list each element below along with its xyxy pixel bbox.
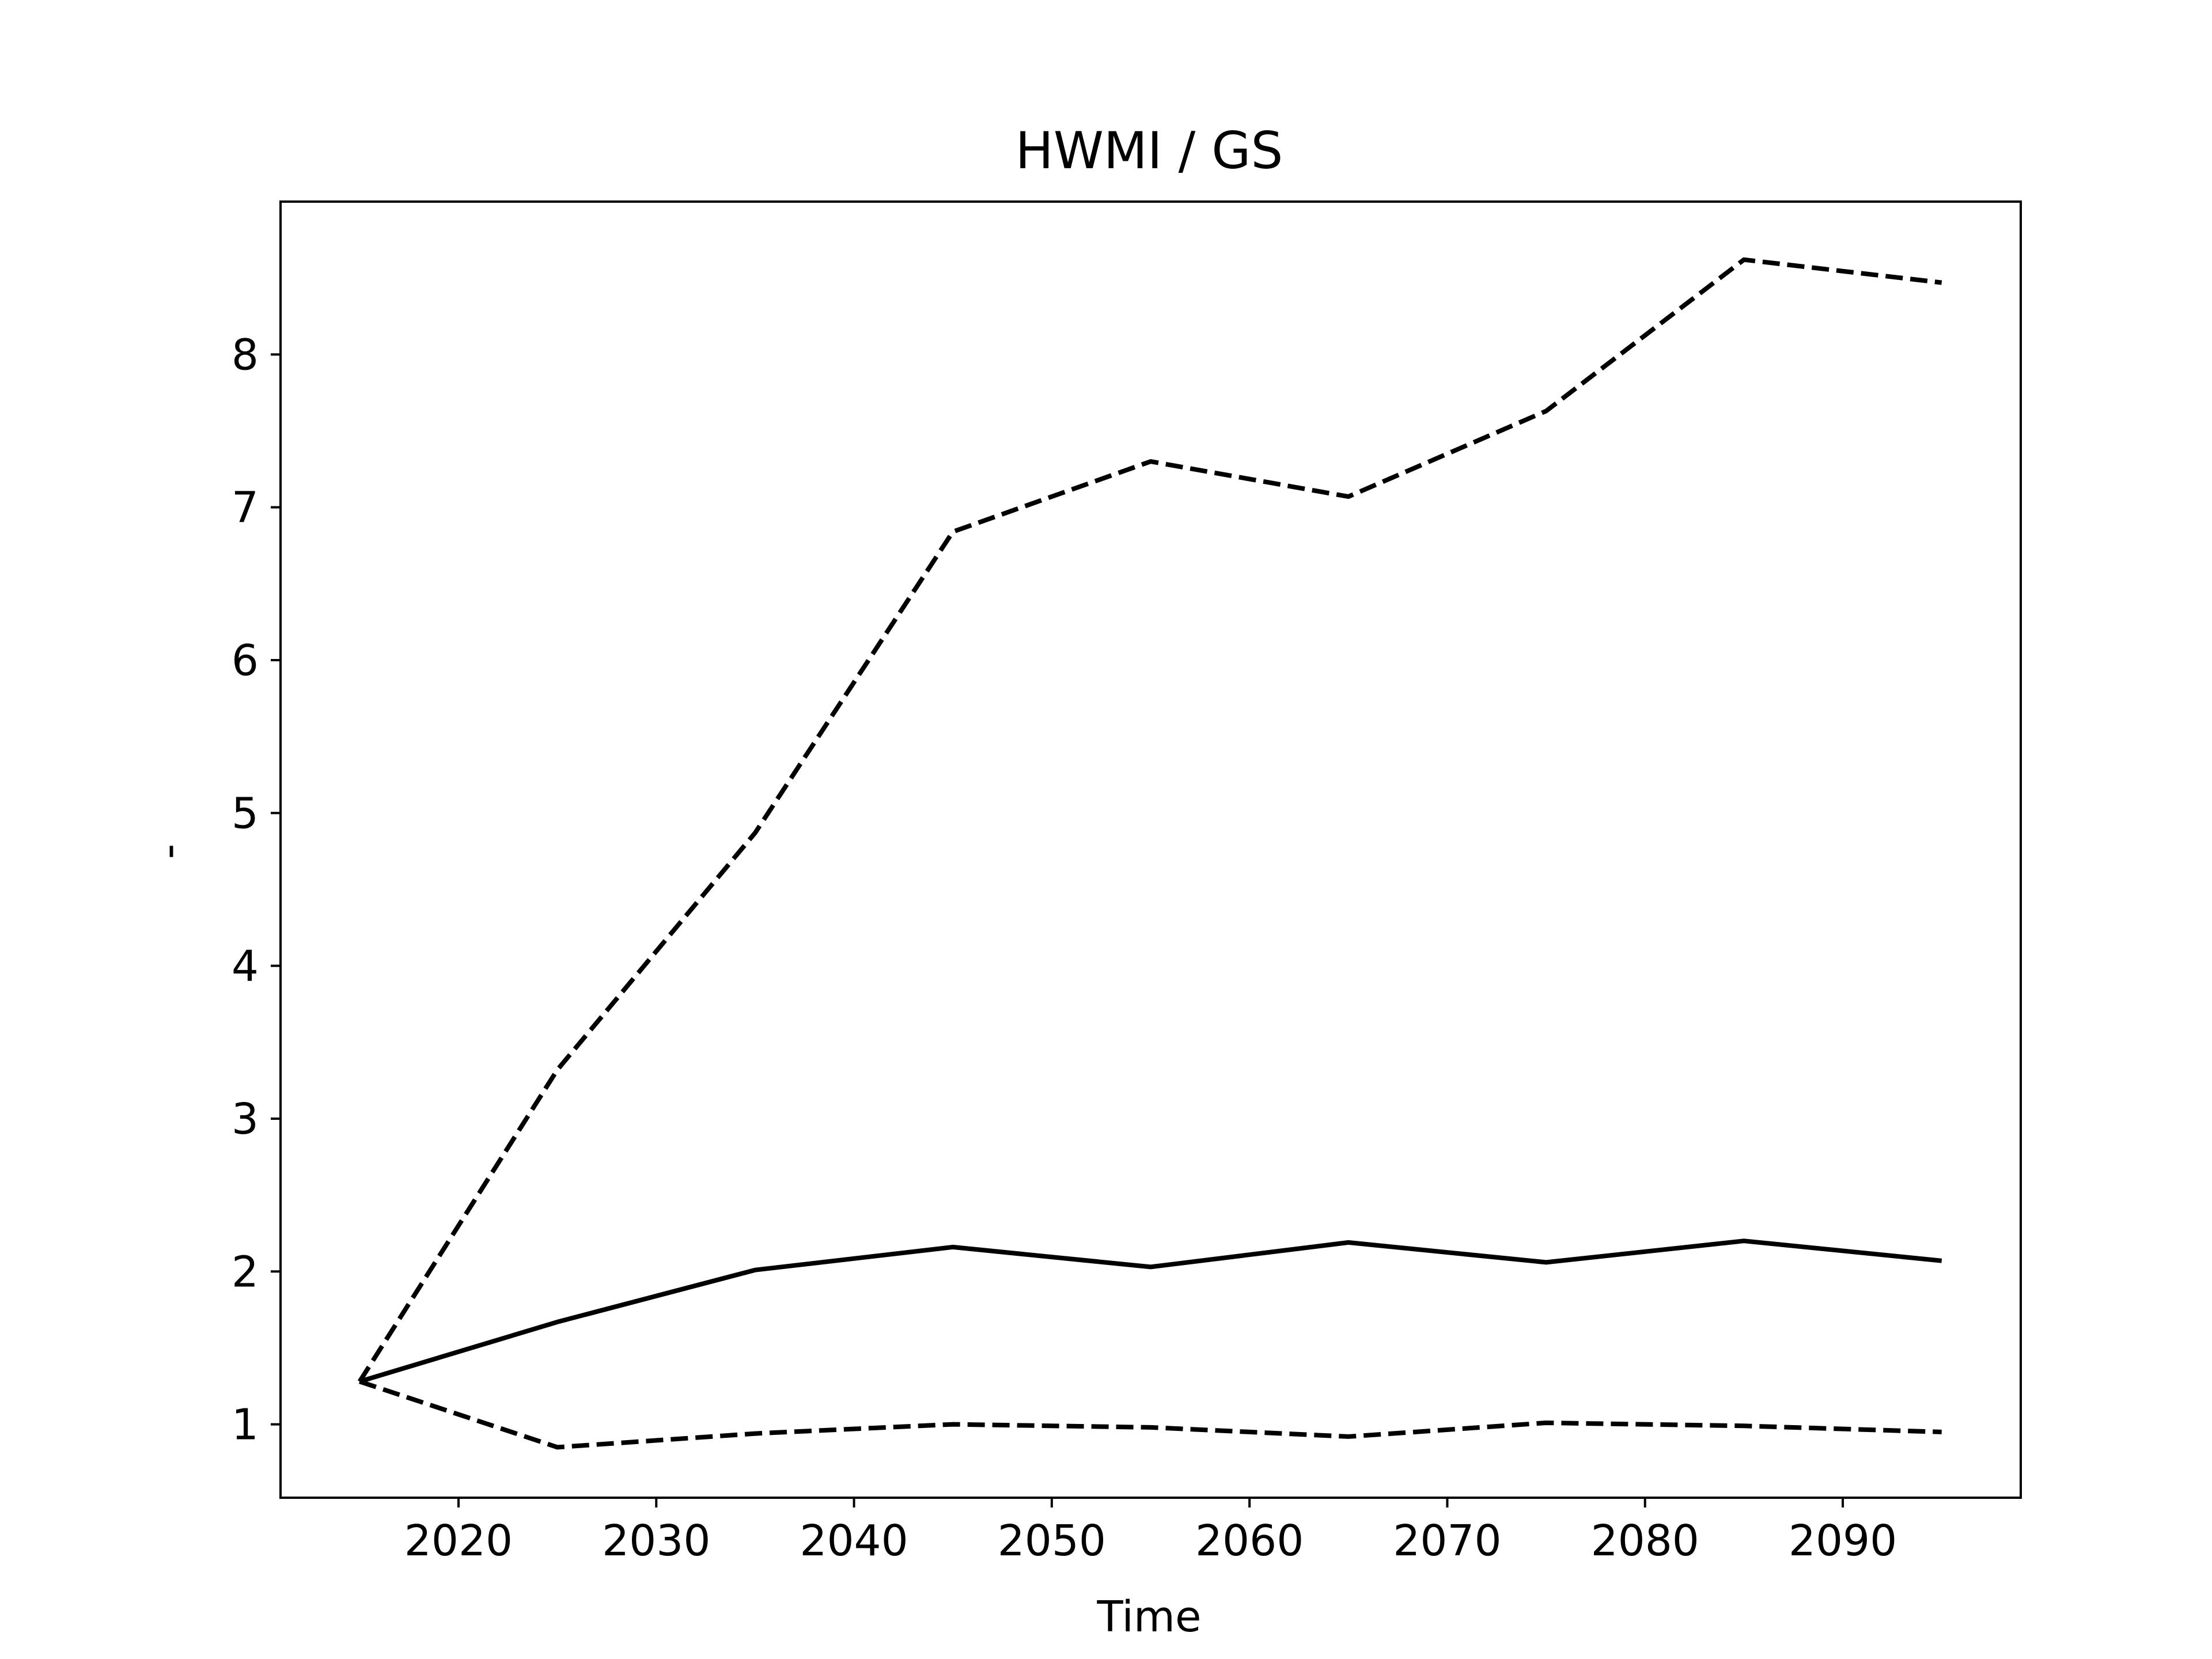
x-axis-label: Time — [1096, 1592, 1201, 1642]
x-tick-label-2090: 2090 — [1789, 1516, 1897, 1566]
y-tick-label-4: 4 — [232, 942, 259, 991]
x-tick-label-2030: 2030 — [602, 1516, 710, 1566]
x-tick-label-2060: 2060 — [1195, 1516, 1304, 1566]
series-line-1-solid — [359, 1238, 1942, 1384]
y-axis: 1 2 3 4 5 6 7 8 — [232, 330, 281, 1450]
y-tick-label-6: 6 — [232, 636, 259, 685]
series-line-2-dashed — [357, 257, 1942, 1383]
x-tick-label-2050: 2050 — [998, 1516, 1106, 1566]
x-tick-label-2020: 2020 — [404, 1516, 513, 1566]
x-tick-label-2040: 2040 — [800, 1516, 908, 1566]
y-tick-label-3: 3 — [232, 1094, 259, 1144]
y-axis-label: - — [144, 844, 194, 859]
y-tick-label-1: 1 — [232, 1400, 259, 1450]
y-tick-label-8: 8 — [232, 330, 259, 380]
y-tick-label-5: 5 — [232, 789, 259, 838]
chart-title: HWMI / GS — [1016, 121, 1283, 180]
x-tick-label-2070: 2070 — [1393, 1516, 1501, 1566]
x-axis: 2020 2030 2040 2050 2060 2070 2080 2090 — [404, 1498, 1897, 1566]
y-tick-label-7: 7 — [232, 483, 259, 533]
x-tick-label-2080: 2080 — [1591, 1516, 1699, 1566]
series-layer — [357, 257, 1942, 1450]
plot-area — [279, 200, 2022, 1499]
plot-frame — [279, 200, 2022, 1499]
y-tick-label-2: 2 — [232, 1247, 259, 1297]
series-line-3-dashed — [359, 1379, 1942, 1450]
